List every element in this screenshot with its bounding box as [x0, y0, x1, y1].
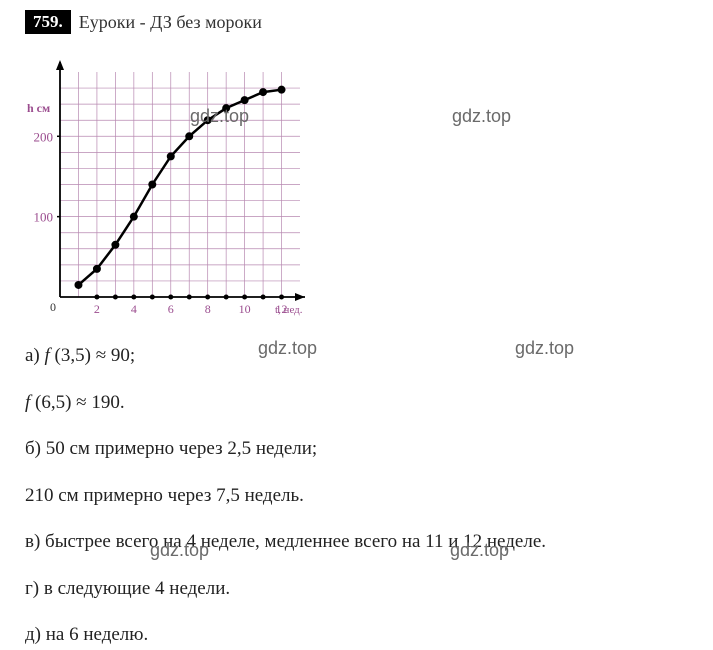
header: 759. Еуроки - ДЗ без мороки — [25, 10, 688, 34]
svg-text:200: 200 — [34, 129, 54, 144]
svg-text:4: 4 — [131, 302, 137, 316]
answer-b-2: 210 см примерно через 7,5 недель. — [25, 482, 688, 511]
answer-a-2: f (6,5) ≈ 190. — [25, 389, 688, 418]
svg-text:10: 10 — [239, 302, 251, 316]
svg-text:0: 0 — [50, 300, 56, 314]
watermark: gdz.top — [452, 106, 511, 127]
svg-text:6: 6 — [168, 302, 174, 316]
problem-number-badge: 759. — [25, 10, 71, 34]
svg-text:100: 100 — [34, 210, 54, 225]
svg-text:h см: h см — [27, 101, 50, 115]
svg-text:t, нед.: t, нед. — [275, 304, 303, 316]
answer-b-1: б) 50 см примерно через 2,5 недели; — [25, 435, 688, 464]
svg-text:8: 8 — [205, 302, 211, 316]
answer-a-1: а) f (3,5) ≈ 90; — [25, 342, 688, 371]
growth-chart: 100200246810120h смt, нед. — [25, 52, 325, 332]
chart-svg: 100200246810120h смt, нед. — [25, 52, 325, 332]
answer-d: г) в следующие 4 недели. — [25, 575, 688, 604]
svg-text:2: 2 — [94, 302, 100, 316]
answer-e: д) на 6 неделю. — [25, 621, 688, 650]
header-text: Еуроки - ДЗ без мороки — [79, 12, 262, 33]
answer-c: в) быстрее всего на 4 неделе, медленнее … — [25, 528, 688, 557]
